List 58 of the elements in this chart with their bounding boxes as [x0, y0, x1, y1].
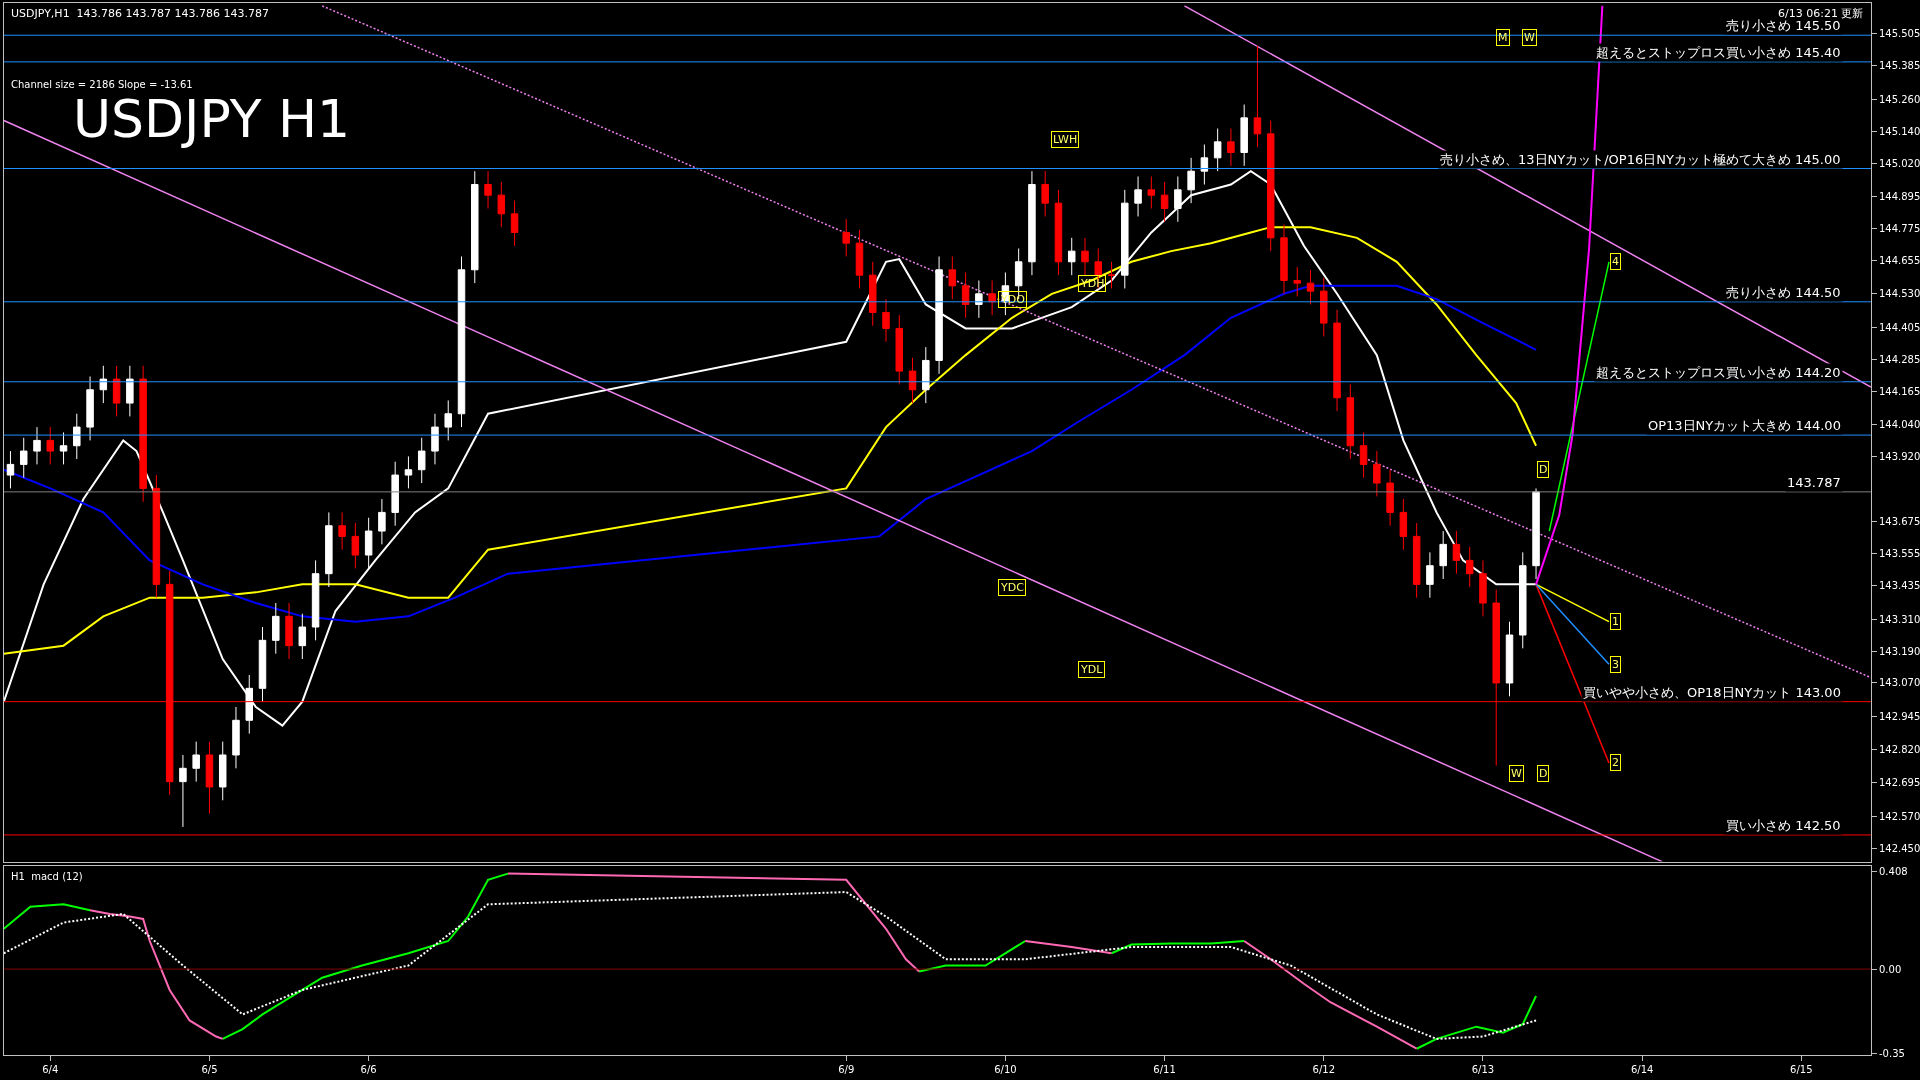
x-tick-label: 6/4: [42, 1064, 59, 1076]
y-tick-label: 145.140: [1878, 125, 1920, 137]
annotation: YDL: [1080, 663, 1104, 676]
y-tick-label: 144.655: [1878, 254, 1920, 266]
y-tick-label: 0.408: [1878, 865, 1908, 877]
x-tick-label: 6/6: [360, 1064, 377, 1076]
annotation: D: [1539, 767, 1548, 780]
y-tick-label: 144.775: [1878, 222, 1920, 234]
y-tick-label: 142.820: [1878, 744, 1920, 756]
y-tick-label: 145.385: [1878, 60, 1920, 72]
y-tick-label: 144.285: [1878, 353, 1920, 365]
annotation: YDC: [1000, 581, 1025, 594]
x-tick-label: 6/12: [1312, 1064, 1336, 1076]
ref-line-label: 超えるとストップロス買い小さめ 144.20: [1596, 365, 1841, 380]
annotation: LWH: [1053, 133, 1078, 146]
x-tick-label: 6/14: [1630, 1064, 1654, 1076]
x-tick-label: 6/5: [201, 1064, 218, 1076]
x-tick-label: 6/9: [838, 1064, 855, 1076]
y-tick-label: 142.695: [1878, 777, 1920, 789]
y-tick-label: 143.555: [1878, 548, 1920, 560]
y-tick-label: 143.310: [1878, 613, 1920, 625]
y-tick-label: 143.435: [1878, 580, 1920, 592]
ref-line-label: 売り小さめ、13日NYカット/OP16日NYカット極めて大きめ 145.00: [1440, 152, 1841, 167]
y-tick-label: 142.570: [1878, 810, 1920, 822]
x-tick-label: 6/11: [1153, 1064, 1176, 1076]
ref-line-label: 買いやや小さめ、OP18日NYカット 143.00: [1583, 685, 1841, 700]
annotation: H1 macd (12): [11, 871, 83, 882]
annotation: W: [1511, 767, 1522, 780]
annotation: D: [1539, 463, 1548, 476]
y-tick-label: 143.190: [1878, 645, 1920, 657]
y-tick-label: 143.675: [1878, 516, 1920, 528]
y-tick-label: 0.00: [1878, 963, 1902, 975]
y-tick-label: 143.920: [1878, 450, 1920, 462]
y-tick-label: 143.070: [1878, 677, 1920, 689]
y-tick-label: 145.020: [1878, 157, 1920, 169]
ref-line-label: 売り小さめ 145.50: [1726, 18, 1841, 33]
annotation: 6/13 06:21 更新: [1778, 7, 1864, 20]
ref-line-label: 超えるとストップロス買い小さめ 145.40: [1596, 45, 1841, 60]
annotation: USDJPY,H1 143.786 143.787 143.786 143.787: [11, 7, 270, 20]
y-tick-label: 142.945: [1878, 710, 1920, 722]
x-tick-label: 6/10: [994, 1064, 1017, 1076]
y-tick-label: 144.040: [1878, 418, 1920, 430]
ref-line-label: 売り小さめ 144.50: [1726, 285, 1841, 300]
y-tick-label: 145.260: [1878, 93, 1920, 105]
ref-line-label: 買い小さめ 142.50: [1726, 818, 1841, 833]
ref-line-label: 143.787: [1787, 475, 1841, 490]
annotation: Channel size = 2186 Slope = -13.61: [11, 79, 193, 90]
y-tick-label: 142.450: [1878, 842, 1920, 854]
x-tick-label: 6/15: [1790, 1064, 1813, 1076]
y-tick-label: -0.35: [1878, 1047, 1905, 1059]
y-tick-label: 144.165: [1878, 385, 1920, 397]
y-tick-label: 145.505: [1878, 28, 1920, 40]
y-tick-label: 144.530: [1878, 288, 1920, 300]
y-tick-label: 144.895: [1878, 191, 1920, 202]
y-tick-label: 144.405: [1878, 321, 1920, 333]
ref-line-label: OP13日NYカット大きめ 144.00: [1648, 418, 1841, 433]
x-tick-label: 6/13: [1471, 1064, 1495, 1076]
text: USDJPY H1: [73, 89, 351, 149]
